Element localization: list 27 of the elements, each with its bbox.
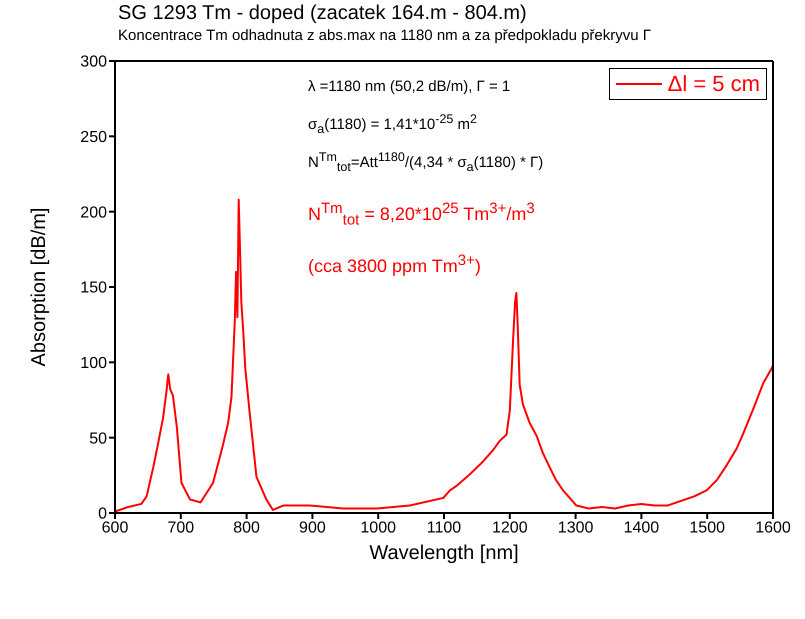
annotation: λ =1180 nm (50,2 dB/m), Γ = 1 xyxy=(308,78,510,95)
y-tick-label: 100 xyxy=(80,355,108,372)
y-tick-label: 200 xyxy=(80,204,108,222)
y-axis-title: Absorption [dB/m] xyxy=(28,208,50,366)
x-axis-title: Wavelength [nm] xyxy=(369,542,519,564)
y-tick-label: 150 xyxy=(80,280,108,297)
x-tick-label: 1600 xyxy=(755,519,791,536)
y-tick-label: 250 xyxy=(80,129,108,146)
chart-subtitle: Koncentrace Tm odhadnuta z abs.max na 1180 nm a za předpokladu překryvu Γ xyxy=(118,27,652,44)
annotation: (cca 3800 ppm Tm$^{3+}$) xyxy=(308,252,481,277)
x-tick-label: 1100 xyxy=(426,519,462,536)
chart-title: SG 1293 Tm - doped (zacatek 164.m - 804.m) xyxy=(118,2,527,25)
x-tick-label: 800 xyxy=(233,519,260,536)
x-tick-label: 700 xyxy=(167,519,194,536)
annotation: σ$_{a}$(1180) = 1,41*10$^{-25}$ m$^{2}$ xyxy=(308,112,477,136)
x-tick-label: 1400 xyxy=(624,519,660,536)
x-tick-label: 600 xyxy=(102,519,128,536)
x-tick-label: 1000 xyxy=(360,519,396,536)
x-tick-label: 1200 xyxy=(492,519,528,536)
x-tick-label: 900 xyxy=(299,519,326,536)
text: N$^{Tm}$$_{tot}$ = 8,20*10$^{25}$ Tm$^{3+}$/m$^{3}$ xyxy=(308,200,535,229)
legend-label: Δl = 5 cm xyxy=(668,71,760,97)
x-tick-label: 1300 xyxy=(558,519,594,536)
x-tick-label: 1500 xyxy=(689,519,726,536)
y-tick-label: 300 xyxy=(80,54,108,71)
annotation: N$^{Tm}$$_{tot}$=Att$^{1180}$/(4,34 * σ$_{a}$(1180) * Γ) xyxy=(308,150,544,174)
y-tick-label: 50 xyxy=(89,430,108,448)
